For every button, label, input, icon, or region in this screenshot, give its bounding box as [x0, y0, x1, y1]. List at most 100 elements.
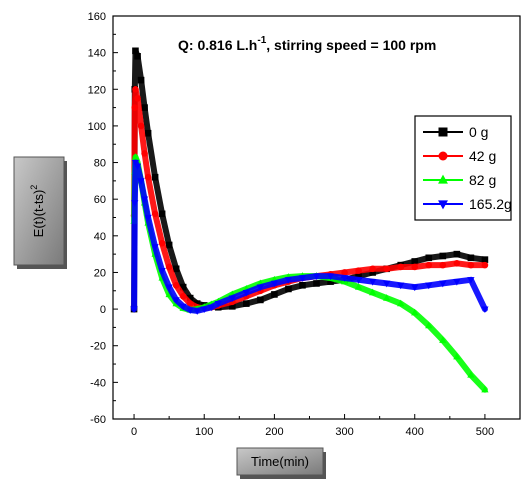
x-tick-label: 300	[335, 426, 353, 438]
data-point	[200, 306, 208, 314]
data-point	[228, 295, 236, 303]
data-point	[355, 267, 362, 274]
y-tick-label: -20	[90, 341, 106, 353]
data-point	[467, 277, 475, 284]
x-axis-label: Time(min)	[251, 454, 309, 469]
series-line	[131, 159, 488, 314]
y-tick-label: 20	[94, 267, 106, 279]
chart-title: Q: 0.816 L.h-1, stirring speed = 100 rpm	[178, 35, 436, 53]
data-point	[186, 300, 194, 307]
data-point	[369, 265, 376, 273]
data-point	[369, 288, 377, 296]
data-point	[165, 263, 173, 271]
data-point	[179, 292, 187, 300]
y-axis-label-superscript: 2	[29, 185, 39, 190]
data-point	[299, 281, 306, 289]
data-point	[141, 104, 148, 111]
data-point	[411, 284, 419, 292]
data-point	[453, 278, 461, 286]
data-point	[270, 280, 279, 288]
data-point	[326, 273, 335, 281]
data-point	[439, 261, 447, 269]
data-point	[144, 214, 152, 222]
data-point	[141, 150, 148, 157]
legend: 0 g 42 g 82 g 165.2g	[414, 115, 512, 221]
data-point	[411, 263, 419, 271]
y-tick-label: 40	[94, 231, 106, 243]
data-point	[340, 275, 349, 282]
data-point	[165, 241, 173, 249]
x-tick-label: 100	[195, 426, 213, 438]
data-point	[397, 282, 405, 290]
legend-label: 0 g	[469, 124, 488, 140]
data-point	[298, 275, 307, 282]
x-tick-label: 0	[131, 426, 137, 438]
data-point	[481, 261, 489, 269]
legend-marker	[438, 151, 448, 161]
data-point	[131, 153, 140, 160]
data-point	[179, 303, 187, 311]
data-point	[369, 278, 377, 286]
data-point	[284, 277, 293, 284]
y-tick-label: 160	[88, 11, 106, 23]
data-point	[425, 282, 433, 290]
y-tick-label: 60	[94, 194, 106, 206]
chart-title-superscript: -1	[257, 35, 266, 46]
series-4	[130, 159, 489, 315]
chart-title-suffix: , stirring speed = 100 rpm	[266, 37, 436, 53]
data-point	[131, 104, 139, 111]
data-point	[467, 371, 475, 378]
legend-label: 82 g	[469, 172, 496, 188]
data-point	[257, 296, 264, 304]
data-point	[411, 308, 419, 316]
data-point	[243, 300, 250, 307]
data-point	[467, 261, 475, 269]
data-point	[165, 284, 173, 292]
data-point	[172, 297, 180, 304]
data-point	[453, 250, 461, 258]
data-point	[151, 244, 159, 251]
data-point	[271, 291, 278, 298]
data-point	[383, 280, 391, 288]
y-tick-label: -60	[90, 414, 106, 426]
data-point	[134, 53, 141, 60]
data-point	[313, 280, 320, 287]
data-point	[144, 129, 152, 137]
x-tick-label: 400	[406, 426, 424, 438]
data-point	[481, 256, 489, 263]
data-point	[144, 173, 152, 181]
y-tick-label: 80	[94, 158, 106, 170]
data-point	[256, 284, 264, 292]
chart-title-prefix: Q: 0.816 L.h	[178, 37, 257, 53]
data-point	[172, 265, 180, 273]
data-point	[411, 258, 419, 265]
data-point	[355, 272, 362, 280]
data-point	[481, 385, 489, 393]
data-point	[383, 265, 390, 273]
legend-marker	[438, 200, 448, 210]
data-point	[131, 159, 140, 167]
y-tick-label: 100	[88, 121, 106, 133]
data-point	[354, 283, 363, 290]
data-point	[137, 122, 145, 130]
data-point	[467, 254, 475, 262]
data-point	[137, 178, 145, 185]
data-point	[193, 300, 201, 307]
data-point	[453, 352, 461, 360]
data-point	[186, 294, 194, 302]
data-point	[228, 303, 236, 310]
data-point	[140, 196, 149, 204]
data-point	[439, 280, 447, 288]
data-point	[383, 294, 391, 301]
y-tick-label: -40	[90, 377, 106, 389]
data-point	[354, 277, 363, 284]
data-point	[151, 210, 159, 218]
data-point	[186, 307, 194, 314]
data-point	[439, 252, 447, 260]
legend-marker	[438, 127, 448, 137]
data-point	[130, 306, 138, 314]
y-tick-label: 0	[100, 304, 106, 316]
data-point	[134, 95, 141, 102]
data-point	[132, 47, 139, 55]
data-point	[242, 289, 250, 297]
